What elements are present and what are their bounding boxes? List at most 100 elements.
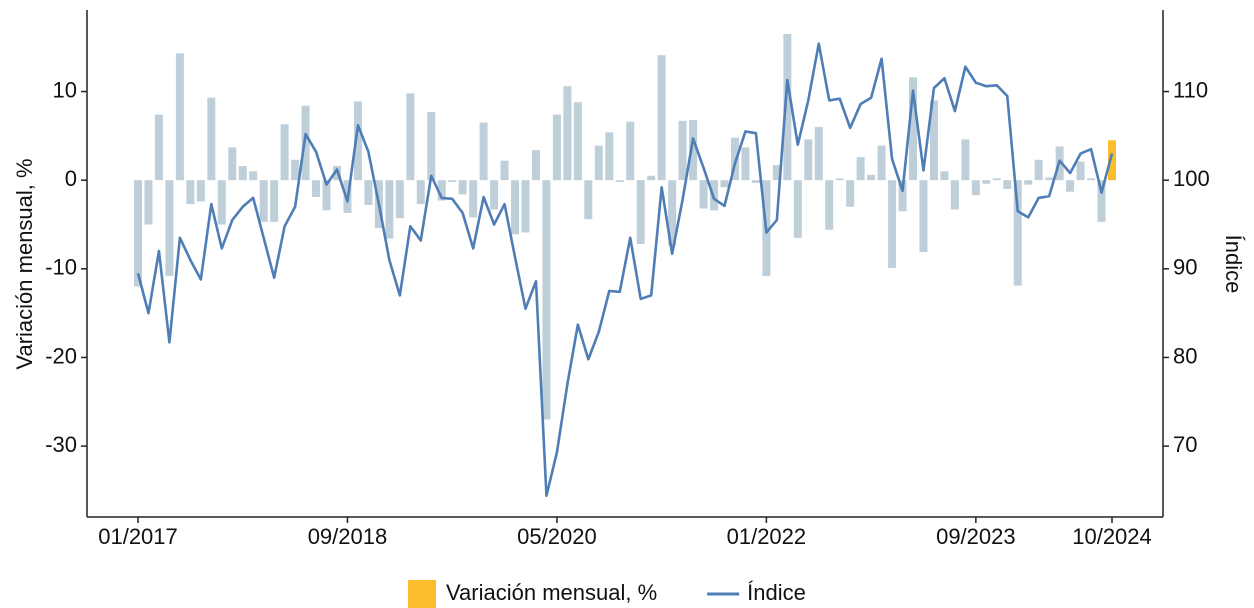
bar [134, 180, 142, 287]
bar [238, 166, 247, 181]
bar [458, 180, 467, 195]
bar [1066, 180, 1075, 192]
bar [1108, 140, 1116, 181]
bar [605, 132, 614, 181]
bar [259, 180, 268, 222]
bar [720, 180, 729, 188]
bar [846, 180, 855, 207]
bar [1013, 180, 1022, 286]
bar [1024, 180, 1033, 185]
bar [636, 180, 645, 244]
bar [783, 33, 792, 181]
line [136, 42, 1114, 498]
bar [867, 174, 876, 181]
bar [186, 180, 195, 205]
bar [511, 180, 520, 235]
bar [437, 180, 446, 201]
bar [950, 180, 959, 210]
bar [856, 157, 865, 181]
bar [835, 178, 844, 181]
bar [668, 180, 677, 246]
bar [364, 180, 373, 205]
legend-label: Variación mensual, % [446, 580, 657, 605]
y2-tick-label: 110 [1173, 77, 1208, 102]
bar [312, 180, 321, 198]
bar [909, 77, 918, 181]
bar [406, 93, 415, 181]
bar [416, 180, 425, 205]
y-tick-label: 0 [65, 166, 77, 191]
bar [888, 180, 897, 268]
y2-tick-label: 100 [1173, 166, 1210, 191]
bar [1045, 177, 1054, 181]
bar [584, 180, 593, 220]
y2-tick-label: 80 [1173, 343, 1197, 368]
bar [647, 175, 656, 181]
bar [699, 180, 708, 209]
bar [500, 160, 509, 181]
bar [469, 180, 478, 218]
legend-swatch [408, 580, 436, 608]
y-tick-label: -10 [45, 255, 77, 280]
x-tick-label: 10/2024 [1072, 524, 1152, 549]
bar [804, 139, 813, 181]
bar [793, 180, 802, 238]
bar [594, 145, 603, 181]
bar [825, 180, 834, 230]
bar [626, 121, 635, 181]
bar [385, 180, 394, 239]
bar [207, 97, 216, 181]
bar [521, 180, 530, 233]
x-tick-label: 01/2022 [727, 524, 807, 549]
bar [615, 180, 624, 182]
bar [552, 114, 561, 181]
x-tick-label: 01/2017 [98, 524, 178, 549]
bar [217, 180, 226, 225]
y-axis-label: Variación mensual, % [12, 158, 37, 369]
bar [1087, 178, 1096, 181]
bar [196, 180, 205, 202]
bar [479, 122, 488, 181]
bar [154, 114, 163, 181]
y2-tick-label: 70 [1173, 432, 1197, 457]
bar [1097, 180, 1106, 222]
bar [427, 111, 436, 181]
bar [542, 180, 551, 420]
bar [772, 165, 781, 181]
bar [1076, 161, 1085, 181]
bar [657, 55, 666, 181]
bar [1003, 180, 1012, 190]
x-tick-label: 09/2023 [936, 524, 1016, 549]
bar [175, 53, 184, 181]
bar [919, 180, 928, 252]
bar [678, 120, 687, 181]
y-tick-label: 10 [53, 77, 77, 102]
bar [353, 101, 362, 181]
bar [730, 137, 739, 181]
bar [992, 178, 1001, 181]
bar [144, 180, 153, 225]
y2-tick-label: 90 [1173, 255, 1197, 280]
bar [814, 127, 823, 181]
bar [228, 147, 237, 181]
bar [877, 145, 886, 181]
bar [322, 180, 331, 211]
legend-label: Índice [747, 580, 806, 605]
y-tick-label: -30 [45, 432, 77, 457]
y2-axis-label: Índice [1221, 235, 1246, 294]
bar [940, 171, 949, 181]
bar [563, 86, 572, 181]
bar [531, 150, 540, 181]
x-tick-label: 05/2020 [517, 524, 597, 549]
bar [270, 180, 279, 222]
bar [971, 180, 980, 196]
bar [280, 124, 289, 181]
bar [741, 147, 750, 181]
bar [898, 180, 907, 212]
bar [291, 159, 300, 181]
bar [1034, 159, 1043, 181]
bar [929, 100, 938, 181]
bar [689, 119, 698, 181]
x-tick-label: 09/2018 [308, 524, 388, 549]
